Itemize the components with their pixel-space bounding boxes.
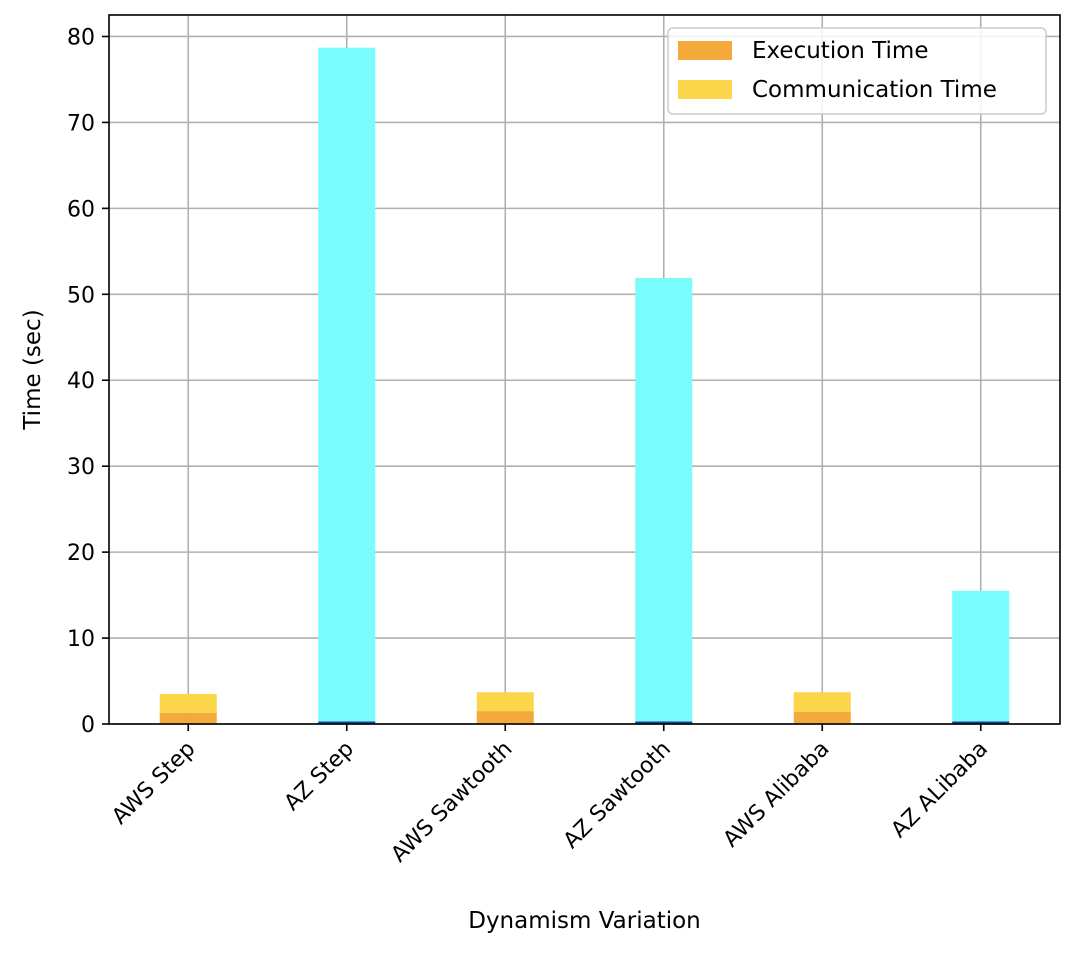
bar-series-2-1 — [318, 47, 376, 724]
bar-series-2-5 — [952, 590, 1010, 723]
bar-execution-time-2 — [476, 711, 534, 724]
bar-execution-time-4 — [793, 711, 851, 724]
bar-communication-time-4 — [793, 692, 851, 712]
x-axis-label: Dynamism Variation — [468, 908, 701, 934]
y-tick-label-8: 80 — [67, 25, 95, 50]
y-tick-label-7: 70 — [67, 111, 95, 136]
y-tick-label-1: 10 — [67, 627, 95, 652]
y-axis-label: Time (sec) — [20, 309, 46, 430]
legend-swatch-execution-time — [678, 41, 732, 60]
y-tick-label-6: 60 — [67, 197, 95, 222]
bar-series-2-3 — [635, 277, 693, 723]
y-tick-label-3: 30 — [67, 455, 95, 480]
legend-label-execution-time: Execution Time — [752, 38, 928, 64]
legend: Execution Time Communication Time — [667, 27, 1047, 115]
y-tick-label-5: 50 — [67, 283, 95, 308]
bars — [159, 47, 1010, 724]
bar-communication-time-2 — [476, 692, 534, 712]
y-tick-label-2: 20 — [67, 541, 95, 566]
legend-label-communication-time: Communication Time — [752, 77, 997, 103]
legend-swatch-communication-time — [678, 80, 732, 99]
bar-execution-time-0 — [159, 712, 217, 724]
bar-base-marker-3 — [635, 721, 693, 724]
plot-frame — [108, 14, 1061, 725]
legend-box — [667, 27, 1047, 115]
y-axis: 0 10 20 30 40 50 60 70 80 — [67, 25, 109, 738]
bar-communication-time-0 — [159, 693, 217, 713]
y-tick-label-4: 40 — [67, 369, 95, 394]
y-tick-label-0: 0 — [81, 713, 95, 738]
bar-base-marker-5 — [952, 721, 1010, 724]
bar-base-marker-1 — [318, 721, 376, 724]
